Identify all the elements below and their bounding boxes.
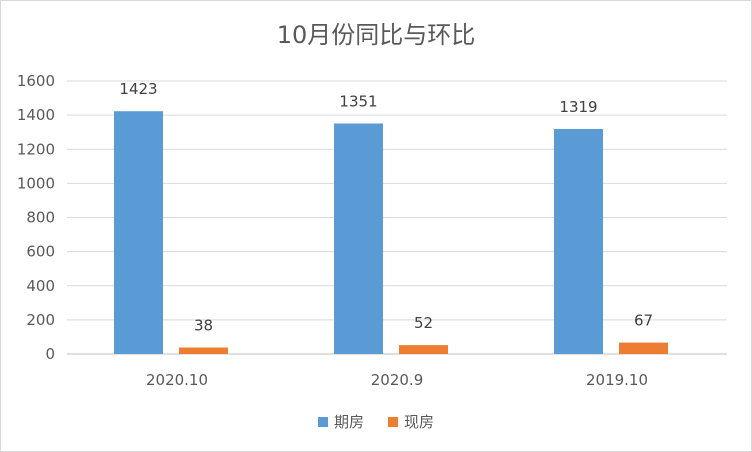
data-label: 1319 xyxy=(559,98,597,116)
data-label: 52 xyxy=(414,314,433,332)
y-tick-label: 800 xyxy=(26,209,55,227)
bar-existing-housing-2020.9 xyxy=(399,345,448,354)
legend-label-existing-housing: 现房 xyxy=(404,413,435,431)
legend-item-existing-housing: 现房 xyxy=(388,411,434,432)
y-tick-label: 1400 xyxy=(17,106,55,124)
y-tick-label: 1000 xyxy=(17,174,55,192)
bar-forward-housing-2020.10 xyxy=(114,111,163,354)
x-tick-label: 2019.10 xyxy=(586,371,648,389)
y-tick-label: 0 xyxy=(45,345,55,363)
y-tick-label: 1200 xyxy=(17,140,55,158)
data-label: 38 xyxy=(194,317,213,335)
legend-label-forward-housing: 期房 xyxy=(333,413,364,431)
data-label: 67 xyxy=(634,312,653,330)
y-tick-label: 600 xyxy=(26,243,55,261)
data-label: 1423 xyxy=(119,80,157,98)
legend: 期房 现房 xyxy=(1,411,751,432)
x-tick-label: 2020.9 xyxy=(371,371,424,389)
y-tick-label: 1600 xyxy=(17,72,55,90)
x-tick-label: 2020.10 xyxy=(146,371,208,389)
y-tick-label: 200 xyxy=(26,311,55,329)
bar-forward-housing-2019.10 xyxy=(554,128,603,354)
y-tick-label: 400 xyxy=(26,277,55,295)
legend-swatch-existing-housing xyxy=(388,416,398,427)
bar-forward-housing-2020.9 xyxy=(334,123,383,354)
bar-existing-housing-2019.10 xyxy=(619,342,668,354)
chart-title: 10月份同比与环比 xyxy=(276,21,476,49)
bar-existing-housing-2020.10 xyxy=(179,347,228,354)
legend-swatch-forward-housing xyxy=(317,416,328,427)
data-label: 1351 xyxy=(339,92,377,110)
legend-item-forward-housing: 期房 xyxy=(317,411,364,432)
